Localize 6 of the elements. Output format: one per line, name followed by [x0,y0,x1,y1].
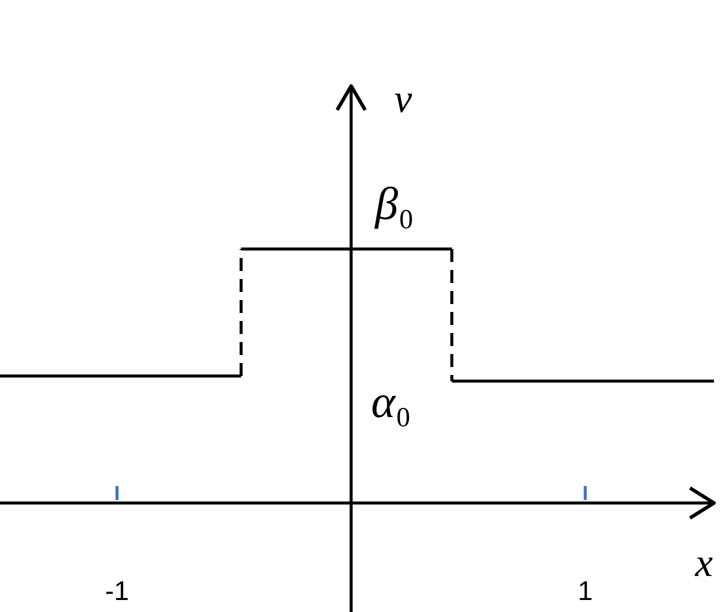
x-tick-label: 1 [578,576,593,606]
annotation: β₀ [374,178,414,229]
annotation: α₀ [371,376,412,428]
y-axis-title: v [394,76,412,121]
x-axis-title: x [694,540,714,585]
x-tick-label: -1 [105,576,130,606]
